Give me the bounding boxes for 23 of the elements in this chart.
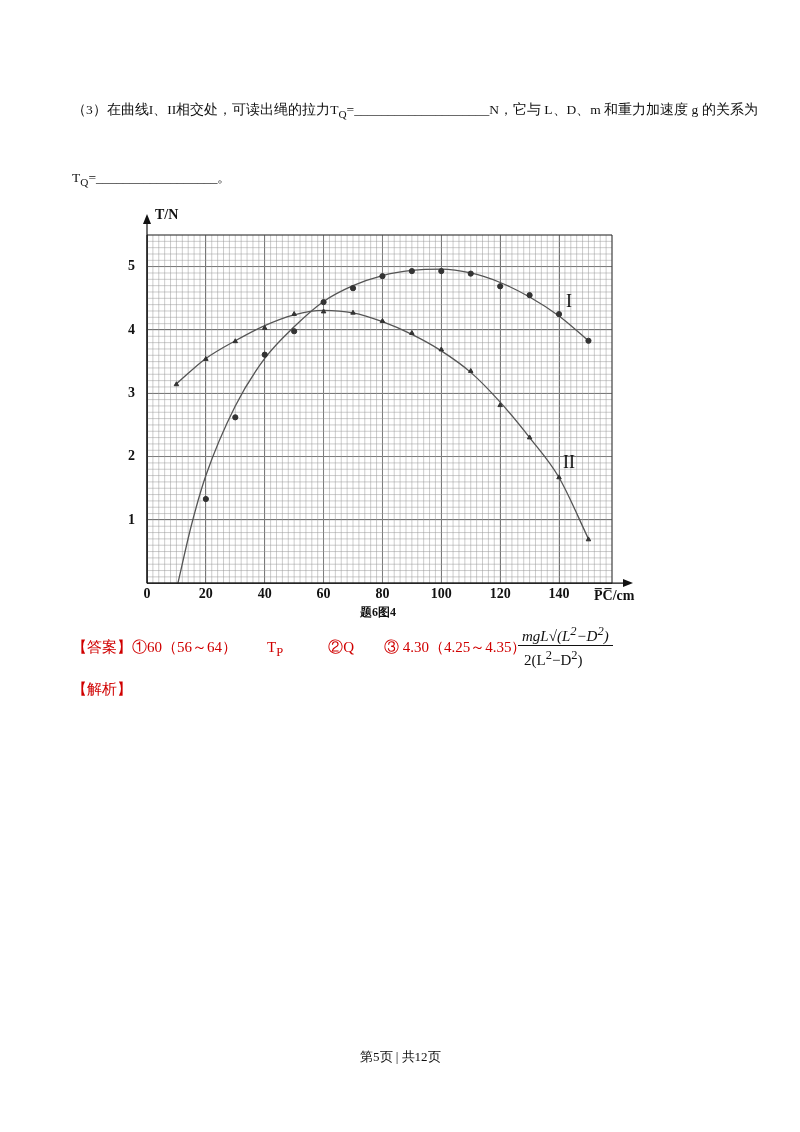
text: mgL√(L$^{2}$−D$^{2}$)	[518, 624, 613, 646]
y-tick-label: 1	[128, 511, 135, 527]
y-tick-label: 5	[128, 258, 135, 274]
text: （3）在曲线I、II相交处，可读出绳的拉力T$_{Q}$=____________________N，它与 L、D、m 和重力加速度 g 的关系为T$_{Q}$=__________________。	[72, 102, 758, 188]
series-label: I	[566, 290, 573, 311]
text: 第5页 | 共12页	[360, 1048, 441, 1066]
x-tick-label: 40	[257, 586, 272, 602]
text: 【解析】	[72, 680, 132, 699]
x-tick-label: 100	[430, 586, 452, 602]
y-tick-label: 4	[128, 321, 135, 337]
y-tick-label: 3	[128, 384, 135, 400]
x-axis-title: P̅C̅/cm	[594, 587, 635, 603]
x-tick-label: 60	[316, 586, 331, 602]
text: 2(L$^{2}$−D$^{2}$)	[524, 648, 583, 669]
x-tick-label: 140	[548, 586, 570, 602]
y-axis-title: T/N	[155, 206, 179, 222]
series-label: II	[563, 452, 576, 473]
x-tick-label: 120	[489, 586, 511, 602]
y-tick-label: 2	[128, 448, 135, 464]
x-tick-label: 0	[143, 586, 151, 602]
x-tick-label: 20	[198, 586, 213, 602]
x-tick-label: 80	[375, 586, 390, 602]
text: 题6图4	[360, 604, 396, 621]
